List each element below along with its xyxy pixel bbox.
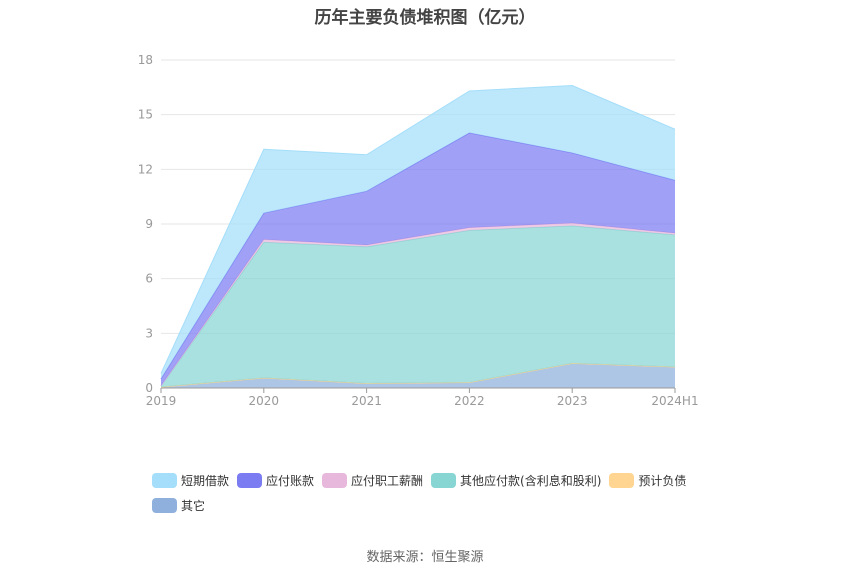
y-tick-label: 15 (138, 108, 153, 122)
x-tick-label: 2019 (146, 394, 177, 408)
legend-swatch (152, 472, 177, 488)
y-tick-label: 6 (145, 272, 153, 286)
area-line-短期借款 (160, 85, 676, 374)
legend-item[interactable]: 其他应付款(含利息和股利) (431, 472, 601, 488)
legend-swatch (609, 472, 635, 488)
x-tick-label: 2024H1 (651, 394, 698, 408)
x-tick-label: 2022 (454, 394, 485, 408)
legend-label: 短期借款 (181, 473, 230, 488)
area-series-其它 (161, 363, 675, 388)
x-tick-label: 2023 (557, 394, 588, 408)
legend-swatch (237, 472, 263, 488)
x-tick-label: 2020 (249, 394, 280, 408)
x-tick-label: 2021 (351, 394, 382, 408)
legend-item[interactable]: 应付账款 (237, 472, 314, 488)
legend-swatch (322, 472, 348, 488)
legend-label: 其他应付款(含利息和股利) (460, 473, 602, 488)
legend-swatch (431, 472, 457, 488)
legend-swatch (152, 497, 177, 513)
legend-item[interactable]: 预计负债 (609, 472, 686, 488)
area-series-其他应付款(含利息和股利) (161, 225, 675, 388)
data-source-note: 数据来源：恒生聚源 (366, 550, 484, 565)
chart-legend: 短期借款 应付账款 应付职工薪酬 其他应付款(含利息和股利) 预计负债其它 (152, 472, 722, 522)
legend-label: 应付职工薪酬 (351, 473, 424, 488)
y-tick-label: 18 (138, 53, 153, 67)
y-tick-label: 0 (145, 381, 153, 395)
area-layer (160, 85, 676, 388)
legend-item[interactable]: 应付职工薪酬 (322, 472, 423, 488)
area-series-短期借款 (161, 85, 675, 379)
chart-title: 历年主要负债堆积图（亿元） (314, 8, 536, 28)
area-line-应付职工薪酬 (160, 222, 676, 387)
y-tick-label: 12 (138, 162, 153, 176)
legend-label: 应付账款 (266, 473, 315, 488)
legend-item[interactable]: 其它 (152, 497, 205, 513)
legend-label: 其它 (181, 498, 206, 513)
y-tick-label: 3 (145, 326, 153, 340)
axis-layer: 0 3 6 9 12 15 18 2019 2020 2021 2022 2023 2024H1 (138, 53, 699, 408)
legend-label: 预计负债 (638, 473, 687, 488)
y-tick-label: 9 (145, 217, 153, 231)
area-series-应付账款 (161, 132, 675, 386)
legend-item[interactable]: 短期借款 (152, 472, 229, 488)
